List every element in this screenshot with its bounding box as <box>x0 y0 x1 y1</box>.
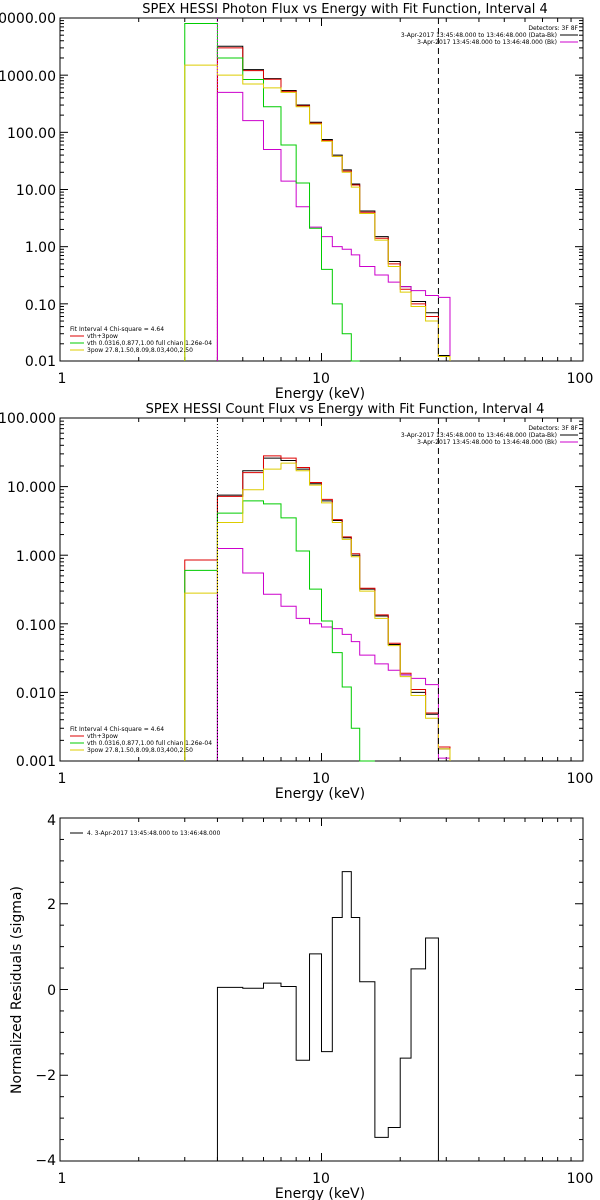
residual-y-axis-label: Normalized Residuals (sigma) <box>9 886 25 1094</box>
legend-detectors: Detectors: 3F 8F <box>528 25 578 32</box>
y-tick-label: 10.00 <box>16 183 56 199</box>
residual-legend: 4. 3-Apr-2017 13:45:48.000 to 13:46:48.0… <box>70 830 220 837</box>
series-line-3 <box>184 23 360 362</box>
y-tick-label: 10000.00 <box>0 11 56 27</box>
series-line-2 <box>216 548 451 761</box>
x-tick-label: 10 <box>312 771 330 787</box>
series-line-4 <box>184 64 451 361</box>
plot-count-flux: SPEX HESSI Count Flux vs Energy with Fit… <box>0 402 593 802</box>
y-tick-label: 1.000 <box>16 549 56 565</box>
residual-plot-ticks <box>59 817 583 1162</box>
photon-y-tick-labels: 10000.00 1000.00 100.00 10.00 1.00 0.10 … <box>0 11 56 370</box>
x-tick-label: 1 <box>58 1171 67 1187</box>
residual-x-tick-labels: 1 10 100 <box>58 1171 594 1187</box>
series-line-0 <box>216 45 451 361</box>
count-x-tick-labels: 1 10 100 <box>58 771 594 787</box>
count-plot-title: SPEX HESSI Count Flux vs Energy with Fit… <box>146 402 545 417</box>
legend-3pow: 3pow 27.8,1.50,8.09,8.03,400,2.50 <box>87 747 193 754</box>
x-tick-label: 100 <box>567 771 594 787</box>
count-plot-ticks <box>59 417 583 762</box>
series-line-0 <box>216 457 451 761</box>
x-tick-label: 100 <box>567 1171 594 1187</box>
residual-plot-series <box>216 871 439 1161</box>
y-tick-label: 0.01 <box>25 354 56 370</box>
y-tick-label: −4 <box>35 1153 56 1169</box>
legend-bk: 3-Apr-2017 13:45:48.000 to 13:46:48.000 … <box>417 39 557 46</box>
count-y-tick-labels: 100.000 10.000 1.000 0.100 0.010 0.001 <box>0 411 56 770</box>
photon-x-tick-labels: 1 10 100 <box>58 371 594 387</box>
legend-total: vth+3pow <box>87 333 118 340</box>
y-tick-label: 0.10 <box>25 298 56 314</box>
y-tick-label: 10.000 <box>7 480 56 496</box>
legend-data-bk: 3-Apr-2017 13:45:48.000 to 13:46:48.000 … <box>401 432 557 439</box>
photon-x-axis-label: Energy (keV) <box>275 386 365 402</box>
y-tick-label: −2 <box>35 1068 56 1084</box>
legend-3pow: 3pow 27.8,1.50,8.09,8.03,400,2.50 <box>87 347 193 354</box>
legend-bk: 3-Apr-2017 13:45:48.000 to 13:46:48.000 … <box>417 439 557 446</box>
plot-residuals: 4 2 0 −2 −4 1 10 100 Energy (keV) Normal… <box>9 813 593 1200</box>
residual-x-axis-label: Energy (keV) <box>275 1186 365 1200</box>
x-tick-label: 10 <box>312 1171 330 1187</box>
legend-interval: 4. 3-Apr-2017 13:45:48.000 to 13:46:48.0… <box>87 830 220 837</box>
legend-fit-interval: Fit Interval 4 Chi-square = 4.64 <box>70 726 164 733</box>
count-legend-bottom: Fit Interval 4 Chi-square = 4.64 vth+3po… <box>70 726 212 754</box>
photon-legend-top: Detectors: 3F 8F 3-Apr-2017 13:45:48.000… <box>401 25 579 46</box>
count-x-axis-label: Energy (keV) <box>275 786 365 802</box>
y-tick-label: 0.001 <box>16 754 56 770</box>
photon-plot-frame <box>59 17 584 362</box>
legend-vth: vth 0.0316,0.877,1.00 full chian 1.26e-0… <box>87 340 212 347</box>
count-plot-series <box>184 455 451 762</box>
x-tick-label: 10 <box>312 371 330 387</box>
y-tick-label: 1.00 <box>25 240 56 256</box>
photon-legend-bottom: Fit Interval 4 Chi-square = 4.64 vth+3po… <box>70 326 212 354</box>
photon-plot-ticks <box>59 17 583 362</box>
series-line-1 <box>184 455 451 761</box>
y-tick-label: 2 <box>47 897 56 913</box>
y-tick-label: 1000.00 <box>0 69 56 85</box>
photon-plot-series <box>184 23 451 362</box>
y-tick-label: 100.000 <box>0 411 56 427</box>
y-tick-label: 0.010 <box>16 686 56 702</box>
series-line-2 <box>216 91 451 361</box>
x-tick-label: 1 <box>58 371 67 387</box>
legend-fit-interval: Fit Interval 4 Chi-square = 4.64 <box>70 326 164 333</box>
legend-total: vth+3pow <box>87 733 118 740</box>
photon-plot-markers <box>216 18 439 361</box>
y-tick-label: 0.100 <box>16 618 56 634</box>
y-tick-label: 4 <box>47 813 56 829</box>
count-plot-markers <box>216 418 439 761</box>
plot-photon-flux: SPEX HESSI Photon Flux vs Energy with Fi… <box>0 2 593 402</box>
photon-plot-title: SPEX HESSI Photon Flux vs Energy with Fi… <box>142 2 548 17</box>
legend-detectors: Detectors: 3F 8F <box>528 425 578 432</box>
count-legend-top: Detectors: 3F 8F 3-Apr-2017 13:45:48.000… <box>401 425 579 446</box>
x-tick-label: 100 <box>567 371 594 387</box>
series-line-4 <box>184 462 451 761</box>
legend-vth: vth 0.0316,0.877,1.00 full chian 1.26e-0… <box>87 740 212 747</box>
residual-y-tick-labels: 4 2 0 −2 −4 <box>35 813 56 1169</box>
y-tick-label: 0 <box>47 983 56 999</box>
x-tick-label: 1 <box>58 771 67 787</box>
legend-data-bk: 3-Apr-2017 13:45:48.000 to 13:46:48.000 … <box>401 32 557 39</box>
series-line-1 <box>216 47 451 361</box>
residual-line <box>216 871 439 1161</box>
y-tick-label: 100.00 <box>7 126 56 142</box>
